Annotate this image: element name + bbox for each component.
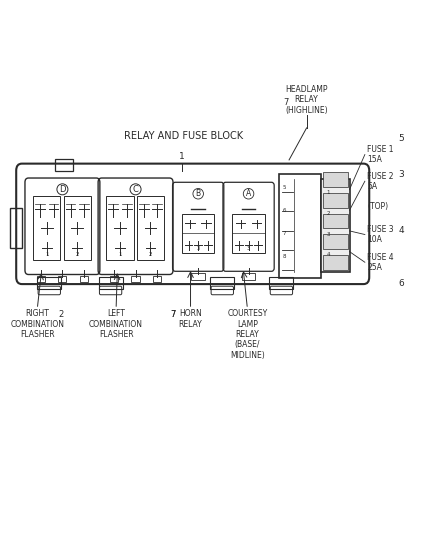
Text: (TOP): (TOP) <box>367 203 388 211</box>
Text: 2: 2 <box>149 252 152 256</box>
Text: FUSE 1
15A: FUSE 1 15A <box>367 145 394 164</box>
Text: B: B <box>196 189 201 198</box>
Bar <box>110 276 118 282</box>
Text: 7: 7 <box>283 98 288 107</box>
Bar <box>233 214 265 253</box>
Text: RELAY AND FUSE BLOCK: RELAY AND FUSE BLOCK <box>124 131 244 141</box>
Text: 3: 3 <box>247 246 250 251</box>
Text: RIGHT
COMBINATION
FLASHER: RIGHT COMBINATION FLASHER <box>10 309 64 339</box>
Bar <box>137 196 164 260</box>
Text: FUSE 3
10A: FUSE 3 10A <box>367 225 394 244</box>
Bar <box>10 208 22 248</box>
Text: 6: 6 <box>283 208 286 213</box>
Bar <box>269 277 293 289</box>
Text: HORN
RELAY: HORN RELAY <box>179 309 202 328</box>
Text: 2: 2 <box>59 310 64 319</box>
Text: 3: 3 <box>326 231 330 237</box>
Text: HEADLAMP
RELAY
(HIGHLINE): HEADLAMP RELAY (HIGHLINE) <box>285 85 328 115</box>
Text: 1: 1 <box>326 190 330 195</box>
Bar <box>191 273 205 280</box>
Text: FUSE 2
5A: FUSE 2 5A <box>367 172 394 191</box>
Bar <box>323 193 348 207</box>
Text: FUSE 4
25A: FUSE 4 25A <box>367 253 394 272</box>
Bar <box>37 276 45 282</box>
Bar <box>279 174 321 278</box>
Text: 6: 6 <box>399 279 404 288</box>
Text: 1: 1 <box>118 252 122 256</box>
Text: 1: 1 <box>179 152 185 161</box>
Text: 2: 2 <box>326 211 330 216</box>
Bar <box>58 276 67 282</box>
Bar <box>80 276 88 282</box>
Text: 2: 2 <box>76 252 79 256</box>
Text: 1: 1 <box>45 252 49 256</box>
Text: 7: 7 <box>170 310 176 319</box>
Text: LEFT
COMBINATION
FLASHER: LEFT COMBINATION FLASHER <box>89 309 143 339</box>
Text: 5: 5 <box>283 184 286 190</box>
Bar <box>64 196 91 260</box>
Text: 7: 7 <box>283 231 286 236</box>
Bar <box>210 277 234 289</box>
Bar <box>182 214 214 253</box>
Text: 5: 5 <box>399 134 404 143</box>
Text: C: C <box>133 185 138 194</box>
Bar <box>242 273 255 280</box>
Bar <box>131 276 140 282</box>
Text: COURTESY
LAMP
RELAY
(BASE/
MIDLINE): COURTESY LAMP RELAY (BASE/ MIDLINE) <box>227 309 268 360</box>
Bar <box>99 277 123 289</box>
Bar <box>323 214 348 228</box>
Bar <box>106 196 134 260</box>
Text: 4: 4 <box>326 252 330 257</box>
Bar <box>323 255 348 270</box>
Bar <box>323 172 348 187</box>
Text: 8: 8 <box>283 254 286 259</box>
Bar <box>37 277 61 289</box>
Bar <box>323 235 348 249</box>
Text: 7: 7 <box>170 310 176 319</box>
Bar <box>153 276 161 282</box>
Text: 3: 3 <box>399 171 404 179</box>
Text: A: A <box>246 189 251 198</box>
Text: 3: 3 <box>197 246 200 251</box>
Bar <box>33 196 60 260</box>
Text: 4: 4 <box>399 227 404 235</box>
Bar <box>321 179 350 272</box>
Bar <box>55 159 73 171</box>
Text: D: D <box>59 185 66 194</box>
